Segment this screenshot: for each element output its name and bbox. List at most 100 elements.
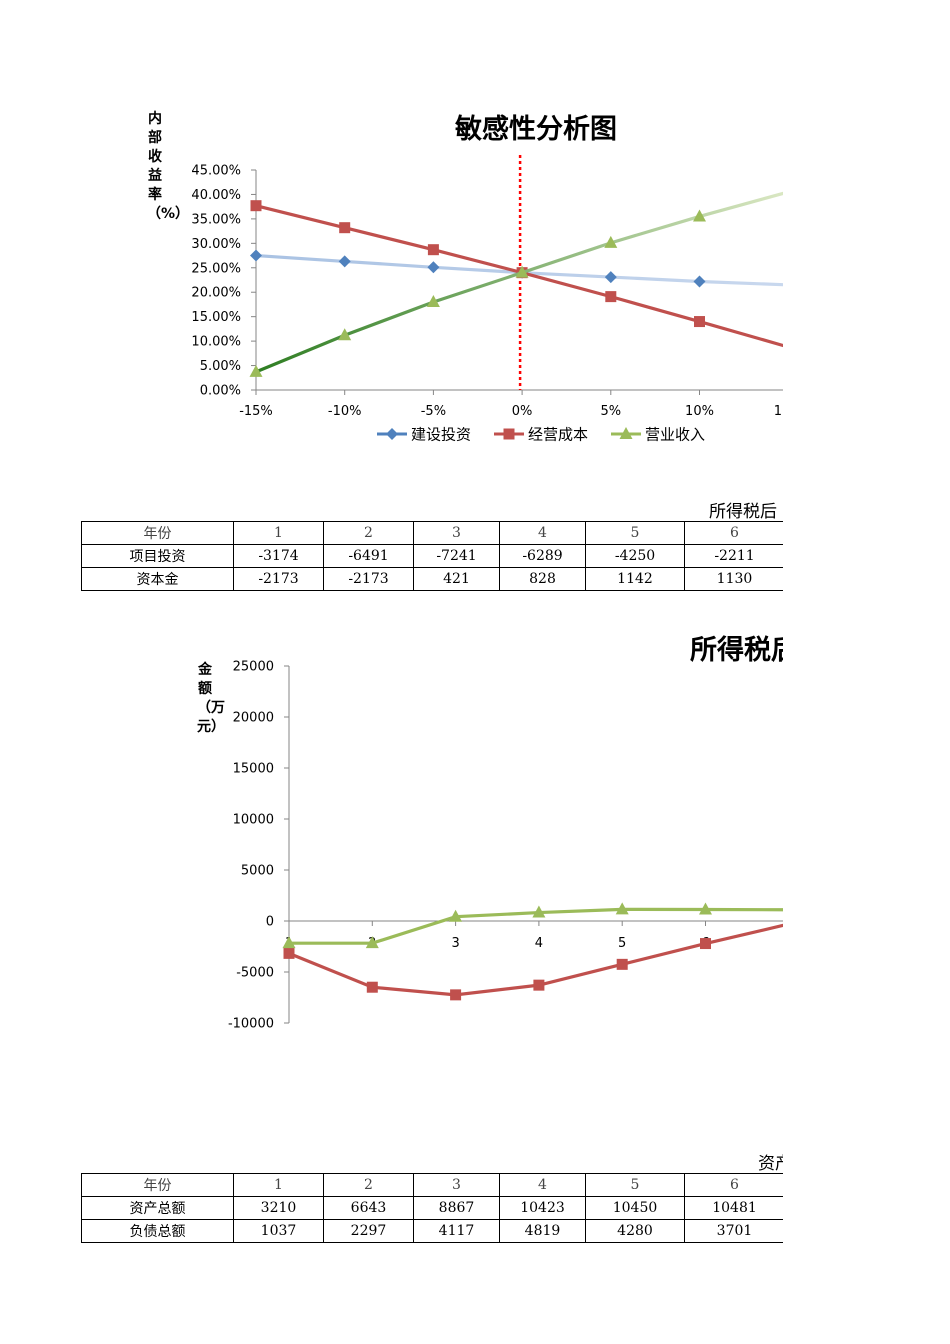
chart1-data-point <box>427 244 439 256</box>
table2-cell: 4117 <box>413 1219 500 1243</box>
chart2-y-tick-label: -5000 <box>236 966 274 981</box>
table1-row: 项目投资 -3174 -6491 -7241 -6289 -4250 -2211 <box>81 544 783 568</box>
chart1-data-point <box>426 295 440 307</box>
chart1-y-tick-label: 35.00% <box>191 212 241 227</box>
table2-row: 资产总额 3210 6643 8867 10423 10450 10481 <box>81 1196 783 1220</box>
chart1-y-tick-label: 40.00% <box>191 188 241 203</box>
table2-cell: 3210 <box>233 1196 324 1220</box>
chart1-data-point <box>249 364 263 377</box>
chart1-legend-label: 经营成本 <box>528 426 588 444</box>
table1-cell: 6 <box>684 521 783 545</box>
chart1-data-point <box>604 235 618 248</box>
table2-cell: 1037 <box>233 1219 324 1243</box>
chart1-y-tick-label: 20.00% <box>191 286 241 301</box>
table2-caption: 资产 <box>758 1154 783 1174</box>
chart1-legend-label: 营业收入 <box>645 426 705 444</box>
table1-cell: -2173 <box>323 567 414 591</box>
chart2-data-point <box>365 936 379 949</box>
chart1-x-tick-label: 10% <box>685 404 714 419</box>
chart1-x-tick-label: -5% <box>421 404 446 419</box>
table2-cell: 3701 <box>684 1219 783 1243</box>
chart2-data-point <box>366 981 378 993</box>
chart1-data-point <box>339 222 351 234</box>
table2-cell: 3 <box>413 1173 500 1197</box>
sensitivity-chart: 0.00% 5.00% 10.00% 15.00% 20.00% 25.00% 30.00%… <box>191 155 783 444</box>
chart1-data-point <box>338 328 352 341</box>
table1-cell: -2211 <box>684 544 783 568</box>
table1-cell: -2173 <box>233 567 324 591</box>
chart1-x-tick-label: -10% <box>328 404 362 419</box>
table1-cell: -7241 <box>413 544 500 568</box>
chart2-data-point <box>700 938 711 950</box>
page-viewport: 内部收益率（%） 敏感性分析图 0.00% 5.00% 10.00% 15.00% 20… <box>81 111 783 1243</box>
chart2-y-tick-label: 5000 <box>241 864 274 879</box>
table2-cell: 10481 <box>684 1196 783 1220</box>
chart2-y-tick-label: 20000 <box>233 711 274 726</box>
table2-cell: 2297 <box>323 1219 414 1243</box>
chart1-x-tick-label: -15% <box>239 404 273 419</box>
table1-cell: 2 <box>323 521 414 545</box>
table2-cell: 负债总额 <box>81 1219 234 1243</box>
table2-cell: 资产总额 <box>81 1196 234 1220</box>
chart2-y-tick-label: 10000 <box>233 813 274 828</box>
chart2-data-point <box>532 905 546 918</box>
chart1-legend-marker <box>503 428 515 440</box>
table2-cell: 8867 <box>413 1196 500 1220</box>
chart1-y-tick-label: 25.00% <box>191 261 241 276</box>
chart1-legend-marker <box>619 427 633 439</box>
chart1-x-tick-label: 5% <box>600 404 621 419</box>
table1-cell: 5 <box>585 521 685 545</box>
chart1-data-point <box>604 271 617 284</box>
chart1-data-point <box>693 209 706 222</box>
table1-row: 年份 1 2 3 4 5 6 <box>81 521 783 545</box>
table2-cell: 4 <box>499 1173 586 1197</box>
table2-cell: 6 <box>684 1173 783 1197</box>
chart1-data-point <box>515 265 529 278</box>
chart1-data-point <box>427 261 440 274</box>
chart2-x-tick-label: 3 <box>451 936 459 951</box>
table1-cell: 项目投资 <box>81 544 234 568</box>
chart2-data-point <box>616 958 628 970</box>
table1-cell: 3 <box>413 521 500 545</box>
table1-cell: 年份 <box>81 521 234 545</box>
table1-cell: 1 <box>233 521 324 545</box>
table2-assets: 年份 1 2 3 4 5 6 资产总额 3210 6643 8867 10423 10450 10481 负… <box>81 1173 783 1243</box>
chart1-legend-marker <box>386 428 398 440</box>
chart2-y-tick-label: 15000 <box>233 762 274 777</box>
chart1-y-tick-label: 0.00% <box>200 384 241 399</box>
chart2-data-point <box>449 909 463 922</box>
table1-cell: 4 <box>499 521 586 545</box>
chart2-y-tick-label: -10000 <box>228 1017 274 1032</box>
chart2-data-point <box>615 902 629 915</box>
table1-cell: -6491 <box>323 544 414 568</box>
table2-row: 年份 1 2 3 4 5 6 <box>81 1173 783 1197</box>
table2-cell: 5 <box>585 1173 685 1197</box>
chart1-y-tick-label: 45.00% <box>191 164 241 179</box>
table2-cell: 年份 <box>81 1173 234 1197</box>
chart2-y-tick-label: 25000 <box>233 660 274 675</box>
chart2-title: 所得税后 <box>690 635 783 666</box>
chart1-legend-label: 建设投资 <box>411 426 471 444</box>
chart2-x-tick-label: 5 <box>618 936 626 951</box>
table2-cell: 10450 <box>585 1196 685 1220</box>
table1-cell: -3174 <box>233 544 324 568</box>
table1-cell: 1130 <box>684 567 783 591</box>
chart1-y-tick-label: 10.00% <box>191 335 241 350</box>
table2-row: 负债总额 1037 2297 4117 4819 4280 3701 <box>81 1219 783 1243</box>
chart1-y-tick-label: 15.00% <box>191 310 241 325</box>
chart2-y-tick-label: 0 <box>266 915 274 930</box>
table1-cell: -4250 <box>585 544 685 568</box>
chart2-data-point <box>450 989 462 1001</box>
table1-cell: 828 <box>499 567 586 591</box>
chart2-data-point <box>283 947 295 959</box>
cashflow-chart: -10000-500005000100001500020000250001234… <box>228 660 783 1032</box>
chart2-data-point <box>699 902 712 915</box>
table1-caption: 所得税后 <box>709 502 777 522</box>
table2-cell: 2 <box>323 1173 414 1197</box>
table1-row: 资本金 -2173 -2173 421 828 1142 1130 <box>81 567 783 591</box>
table2-cell: 6643 <box>323 1196 414 1220</box>
chart1-data-point <box>605 291 617 303</box>
table2-cell: 4280 <box>585 1219 685 1243</box>
chart1-x-tick-label: 15% <box>774 404 783 419</box>
table1-cell: -6289 <box>499 544 586 568</box>
